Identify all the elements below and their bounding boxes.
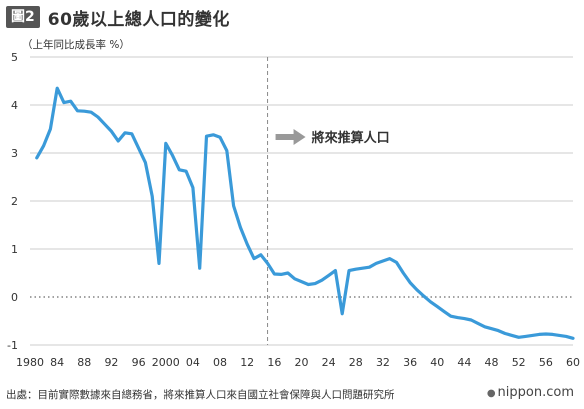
x-tick-label: 04: [186, 356, 200, 369]
x-tick-label: 40: [430, 356, 444, 369]
x-tick-label: 12: [240, 356, 254, 369]
forecast-arrow-icon: [275, 129, 306, 145]
x-tick-label: 92: [104, 356, 118, 369]
x-tick-label: 28: [349, 356, 363, 369]
logo-text: nippon.com: [497, 385, 574, 400]
x-tick-label: 56: [539, 356, 553, 369]
x-tick-label: 96: [132, 356, 146, 369]
x-tick-label: 88: [77, 356, 91, 369]
x-tick-label: 16: [267, 356, 281, 369]
y-axis-label: （上年同比成長率 %）: [22, 38, 130, 51]
y-tick-label: -1: [7, 339, 18, 352]
series-line-0: [35, 86, 575, 340]
chart-header: 圖2 60歲以上總人口的變化: [6, 6, 230, 30]
x-tick-labels: 1980 84 88 92 96 2000 04 08 12 16 20 24 28 32 36 40 44 48…: [16, 356, 580, 369]
series-group: [35, 86, 575, 340]
x-tick-label: 24: [322, 356, 336, 369]
source-note: 出處：目前實際數據來自總務省，將來推算人口來自國立社會保障與人口問題研究所: [6, 389, 395, 401]
x-tick-label: 1980: [16, 356, 44, 369]
x-tick-label: 44: [457, 356, 471, 369]
y-tick-label: 2: [11, 195, 18, 208]
x-tick-label: 32: [376, 356, 390, 369]
y-tick-label: 4: [11, 99, 18, 112]
publisher-logo: ● nippon.com: [487, 385, 574, 400]
y-tick-label: 5: [11, 51, 18, 64]
x-tick-label: 2000: [152, 356, 180, 369]
y-tick-label: 3: [11, 147, 18, 160]
x-tick-label: 60: [566, 356, 580, 369]
x-tick-label: 36: [403, 356, 417, 369]
forecast-annotation-label: 將來推算人口: [312, 130, 390, 146]
forecast-annotation: 將來推算人口: [275, 129, 390, 146]
x-tick-label: 20: [295, 356, 309, 369]
y-tick-label: 0: [11, 291, 18, 304]
logo-dot-icon: ●: [486, 388, 496, 399]
gridlines: [30, 56, 573, 346]
x-tick-label: 48: [485, 356, 499, 369]
chart-title: 60歲以上總人口的變化: [47, 9, 230, 30]
y-tick-labels: -1 0 1 2 3 4 5: [7, 51, 18, 352]
x-tick-label: 52: [512, 356, 526, 369]
x-tick-label: 84: [50, 356, 64, 369]
y-tick-label: 1: [11, 243, 18, 256]
x-tick-label: 08: [213, 356, 227, 369]
figure-number-badge: 圖2: [6, 6, 40, 28]
